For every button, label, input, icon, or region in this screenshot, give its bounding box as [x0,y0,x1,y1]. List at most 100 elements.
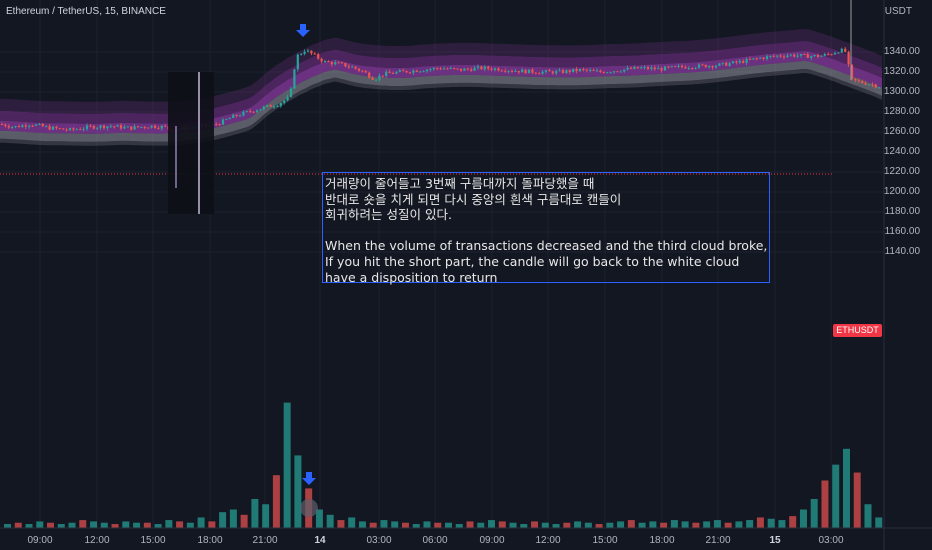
candle-body [58,128,61,130]
price-unit: USDT [884,6,912,17]
annotation-line [325,223,767,239]
candle-body [232,114,235,118]
candle-body [402,70,405,72]
volume-bar [122,521,130,528]
candle-body [708,65,711,68]
candle-body [701,64,704,66]
candle-body [609,72,612,74]
candle-body [796,55,799,57]
candle-body [745,58,748,63]
volume-bar [574,521,582,528]
candle-body [500,70,503,72]
candle-body [130,126,133,130]
candle-body [531,69,534,73]
candle-body [799,54,803,56]
candle-body [585,69,588,71]
candle-body [466,68,469,70]
candle-body [850,64,854,79]
candle-body [388,71,391,74]
candle-body [636,66,639,69]
candle-body [711,65,714,68]
candle-body [415,70,418,72]
candle-body [150,125,153,128]
volume-bar [746,520,754,528]
candle-body [514,70,517,72]
time-tick-label: 18:00 [197,535,223,546]
candle-body [337,62,340,64]
candle-body [296,54,299,70]
price-tick-label: 1280.00 [883,106,920,117]
symbol-title[interactable]: Ethereum / TetherUS, 15, BINANCE [6,6,166,17]
candle-body [143,126,146,128]
candle-body [235,114,238,117]
candle-body [827,53,830,55]
candle-body [408,72,412,74]
candle-body [255,110,259,113]
time-tick-label: 21:00 [252,535,278,546]
candle-body [279,102,282,107]
candle-body [861,81,864,84]
candle-body [422,71,425,73]
price-tick-label: 1260.00 [883,126,920,137]
volume-highlight-circle [300,499,318,517]
candle-body [459,68,463,71]
candle-body [412,70,415,73]
candle-body [847,51,850,65]
down-arrow-marker[interactable] [302,472,316,485]
candle-body [674,66,677,68]
candle-body [483,66,486,70]
down-arrow-marker[interactable] [296,24,310,37]
candle-body [823,53,826,56]
candle-body [629,67,633,69]
volume-bar [531,521,539,528]
candle-body [449,67,452,69]
candle-body [357,68,361,71]
candle-body [752,58,755,60]
volume-bar [208,521,216,528]
candle-body [840,48,843,53]
volume-bar [251,498,259,528]
candle-body [320,58,323,62]
volume-bar [660,522,668,528]
volume-bar [391,521,399,528]
cloud-band-white [0,60,882,142]
candle-body [293,69,296,89]
volume-bar [294,455,302,528]
candle-body [565,70,568,73]
candle-body [119,125,123,129]
candle-body [62,128,65,130]
candle-body [157,127,160,129]
candle-body [456,68,459,70]
candle-body [368,72,371,78]
candle-body [602,72,605,74]
price-tick-label: 1160.00 [884,226,920,237]
candle-body [164,125,167,127]
candle-body [867,84,871,86]
volume-bar [401,522,409,528]
volume-bar [832,464,840,528]
candle-body [351,66,354,68]
candle-body [140,126,143,128]
candle-body [286,96,289,101]
volume-bar [670,520,678,528]
candle-body [34,124,38,126]
time-tick-label: 21:00 [705,535,731,546]
price-tick-label: 1200.00 [883,186,920,197]
candle-body [806,54,809,58]
candle-body [116,125,119,127]
price-tick-label: 1220.00 [883,166,920,177]
annotation-line: 회귀하려는 성질이 있다. [325,207,452,223]
candle-body [453,67,456,69]
candle-body [667,66,670,68]
volume-bar [520,524,528,528]
candle-body [14,126,17,128]
volume-bar [842,448,850,528]
volume-bar [47,522,55,528]
annotation-box[interactable]: 거래량이 줄어들고 3번째 구름대까지 돌파당했을 때 반대로 숏을 치게 되면… [322,172,770,285]
candle-body [490,68,493,70]
candle-body [589,70,592,72]
candle-body [772,55,775,57]
time-tick-label: 03:00 [366,535,392,546]
candle-body [684,67,687,69]
